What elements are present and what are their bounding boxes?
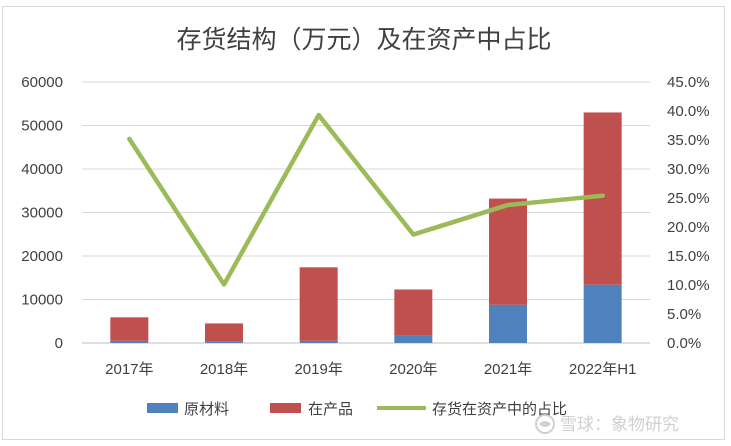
right-axis-tick-label: 30.0% bbox=[667, 161, 710, 178]
gridlines bbox=[82, 81, 650, 344]
bar-wip bbox=[299, 267, 338, 341]
left-axis-ticks: 0 10000 20000 30000 40000 50000 60000 bbox=[21, 74, 63, 352]
watermark: 雪球：象物研究 bbox=[535, 414, 679, 435]
chart-title: 存货结构（万元）及在资产中占比 bbox=[176, 25, 551, 54]
x-axis-tick-label: 2017年 bbox=[105, 361, 153, 378]
line-series bbox=[127, 112, 605, 287]
right-axis-tick-label: 0.0% bbox=[667, 335, 701, 352]
line-ratio-point bbox=[507, 204, 509, 206]
right-axis-tick-label: 20.0% bbox=[667, 219, 710, 236]
left-axis-tick-label: 0 bbox=[55, 335, 63, 352]
bar-wip bbox=[205, 323, 243, 342]
legend-label-raw-material: 原材料 bbox=[184, 400, 229, 418]
legend-swatch-raw-material bbox=[147, 403, 178, 413]
bar-raw-material bbox=[394, 335, 433, 343]
line-ratio-point bbox=[601, 194, 604, 197]
bar-wip bbox=[489, 198, 527, 305]
right-axis-tick-label: 35.0% bbox=[667, 132, 710, 149]
line-ratio-point bbox=[128, 138, 131, 140]
right-axis-tick-label: 5.0% bbox=[667, 306, 701, 323]
line-ratio-point bbox=[223, 283, 225, 286]
x-axis-ticks: 2017年 2018年 2019年 2020年 2021年 2022年H1 bbox=[105, 361, 636, 378]
right-axis-tick-label: 40.0% bbox=[667, 103, 710, 120]
left-axis-tick-label: 30000 bbox=[21, 205, 63, 222]
x-axis-tick-label: 2019年 bbox=[294, 361, 342, 378]
left-axis-tick-label: 60000 bbox=[21, 74, 63, 91]
x-axis-tick-label: 2018年 bbox=[200, 361, 248, 378]
right-axis-tick-label: 45.0% bbox=[667, 74, 710, 91]
bar-wip bbox=[110, 317, 149, 341]
bar-raw-material bbox=[110, 340, 149, 343]
bar-raw-material bbox=[205, 341, 243, 343]
legend: 原材料 在产品 存货在资产中的占比 bbox=[147, 400, 567, 418]
snowball-logo-icon bbox=[535, 414, 555, 434]
left-axis-tick-label: 10000 bbox=[21, 292, 63, 309]
bar-wip bbox=[394, 289, 433, 336]
right-axis-tick-label: 10.0% bbox=[667, 277, 710, 294]
x-axis-tick-label: 2022年H1 bbox=[569, 361, 637, 378]
right-axis-tick-label: 25.0% bbox=[667, 190, 710, 207]
right-axis-tick-label: 15.0% bbox=[667, 248, 710, 265]
line-ratio bbox=[127, 112, 605, 287]
left-axis-tick-label: 20000 bbox=[21, 248, 63, 265]
watermark-text: 雪球：象物研究 bbox=[560, 415, 679, 435]
right-axis-ticks: 0.0% 5.0% 10.0% 15.0% 20.0% 25.0% 30.0% 35.0% 40… bbox=[667, 74, 710, 352]
x-axis-tick-label: 2021年 bbox=[484, 361, 532, 378]
legend-label-wip: 在产品 bbox=[308, 400, 353, 418]
bars bbox=[110, 112, 622, 343]
legend-swatch-wip bbox=[270, 403, 301, 413]
x-axis-tick-label: 2020年 bbox=[389, 361, 437, 378]
line-ratio-point bbox=[412, 233, 415, 236]
line-ratio-point bbox=[317, 114, 320, 116]
bar-raw-material bbox=[489, 304, 527, 343]
bar-raw-material bbox=[299, 340, 338, 343]
bar-raw-material bbox=[583, 284, 622, 343]
left-axis-tick-label: 50000 bbox=[21, 118, 63, 135]
legend-label-ratio: 存货在资产中的占比 bbox=[432, 400, 567, 418]
left-axis-tick-label: 40000 bbox=[21, 161, 63, 178]
